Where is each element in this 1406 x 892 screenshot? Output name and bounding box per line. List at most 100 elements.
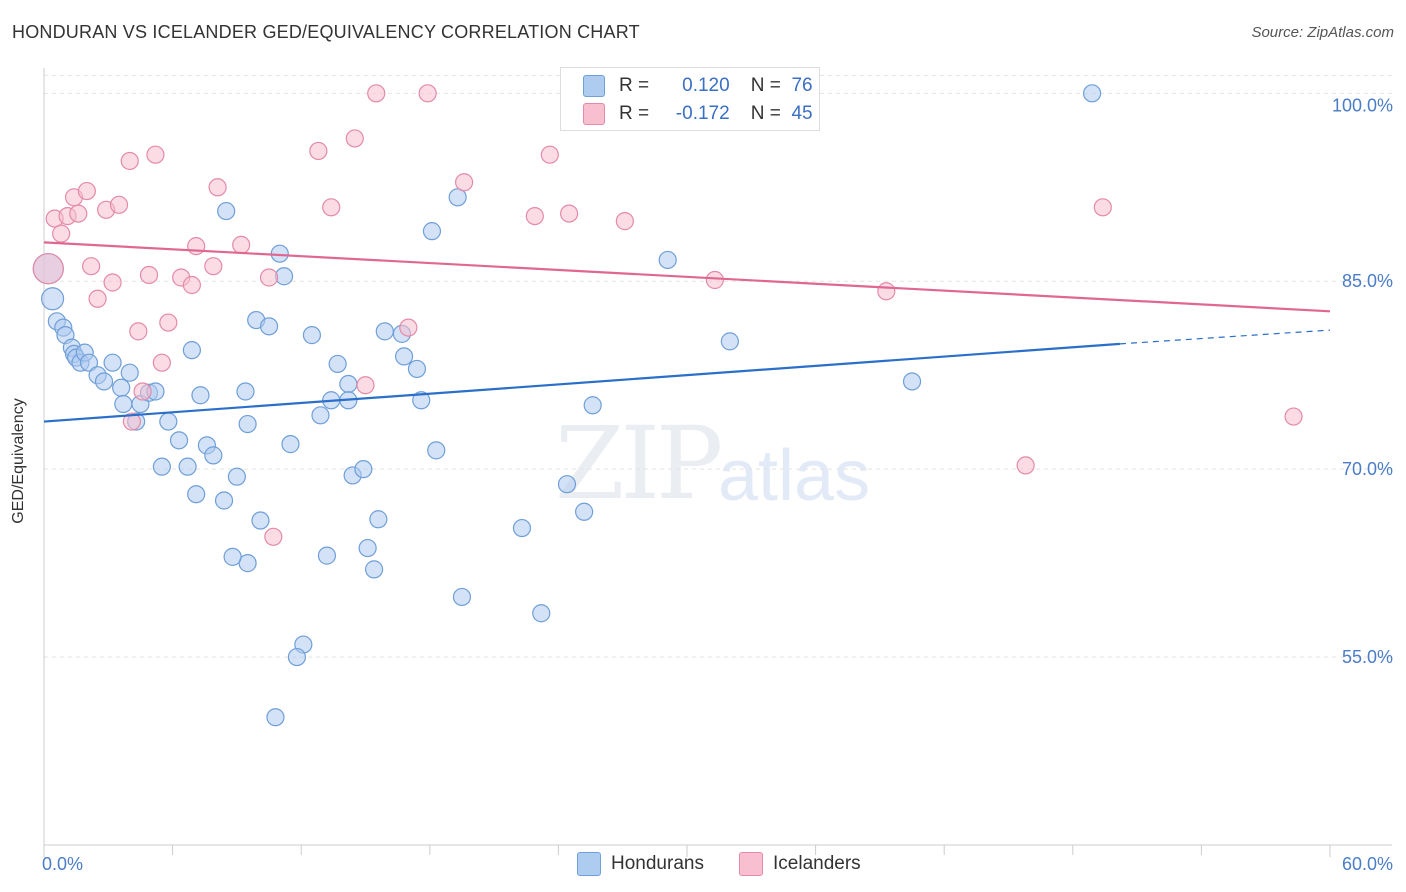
- icelander-point: [52, 224, 71, 243]
- honduran-point: [557, 475, 577, 494]
- icelander-point: [705, 270, 724, 290]
- series-label-icelanders: Icelanders: [773, 853, 861, 874]
- honduran-trend-extension: [1119, 329, 1331, 345]
- icelander-point: [525, 206, 544, 226]
- legend-row-hondurans: R = 0.120 N = 76: [583, 73, 813, 99]
- honduran-point: [159, 412, 178, 431]
- honduran-point: [583, 396, 602, 415]
- icelander-point: [146, 145, 165, 164]
- x-tick-label: 0.0%: [42, 854, 83, 874]
- honduran-point: [103, 353, 122, 372]
- honduran-point: [152, 457, 171, 476]
- x-tick-label: 60.0%: [1342, 854, 1393, 874]
- icelander-point: [120, 151, 139, 171]
- honduran-point: [358, 538, 377, 558]
- honduran-point: [1082, 84, 1102, 103]
- honduran-point: [364, 560, 384, 579]
- honduran-point: [902, 372, 922, 391]
- honduran-point: [251, 511, 270, 530]
- series-legend-hondurans: Hondurans: [577, 852, 704, 876]
- icelander-point: [129, 322, 148, 341]
- icelander-point: [204, 257, 223, 276]
- honduran-point: [448, 188, 467, 207]
- honduran-point: [407, 359, 427, 379]
- honduran-point: [178, 457, 197, 476]
- icelander-point: [182, 275, 201, 295]
- honduran-trend-line: [43, 342, 1121, 423]
- icelander-point: [540, 145, 559, 164]
- legend-r-value: 0.120: [682, 75, 730, 96]
- legend-r-label: R =: [619, 75, 650, 96]
- honduran-point: [223, 547, 242, 566]
- icelander-point: [152, 353, 171, 372]
- honduran-point: [187, 485, 206, 504]
- honduran-point: [182, 341, 201, 360]
- icelander-point: [122, 412, 141, 431]
- honduran-point: [112, 378, 131, 397]
- icelander-point: [103, 273, 122, 292]
- icelander-point: [560, 204, 579, 223]
- series-swatch-hondurans: [577, 852, 601, 876]
- series-legend-icelanders: Icelanders: [739, 852, 861, 876]
- honduran-point: [40, 287, 65, 311]
- honduran-point: [302, 326, 322, 345]
- icelander-point: [615, 212, 634, 231]
- legend-row-icelanders: R = -0.172 N = 45: [583, 101, 813, 127]
- honduran-point: [259, 317, 279, 336]
- icelander-point: [454, 173, 474, 192]
- honduran-point: [238, 414, 257, 434]
- legend-n-label: N =: [750, 75, 781, 96]
- y-tick-label: 70.0%: [1342, 459, 1393, 479]
- honduran-point: [317, 546, 337, 565]
- honduran-point: [227, 467, 246, 486]
- legend-r-label: R =: [619, 103, 650, 124]
- icelander-point: [259, 268, 279, 287]
- legend-n-label: N =: [750, 103, 781, 124]
- honduran-point: [217, 201, 236, 221]
- honduran-point: [287, 647, 307, 667]
- icelander-point: [208, 178, 227, 197]
- honduran-point: [94, 372, 114, 391]
- honduran-point: [114, 394, 133, 414]
- honduran-point: [512, 518, 532, 538]
- honduran-point: [354, 460, 373, 479]
- watermark-zip: ZIP: [555, 405, 723, 522]
- honduran-point: [281, 435, 300, 454]
- honduran-point: [191, 386, 210, 405]
- icelander-point: [367, 84, 386, 103]
- legend-swatch-hondurans: [583, 75, 605, 97]
- stats-legend: R = 0.120 N = 76 R = -0.172 N = 45: [560, 67, 820, 131]
- icelander-point: [399, 318, 418, 337]
- honduran-point: [311, 406, 330, 425]
- legend-swatch-icelanders: [583, 103, 605, 125]
- honduran-point: [169, 431, 189, 450]
- icelander-point: [187, 237, 206, 256]
- icelander-point: [309, 141, 328, 161]
- y-tick-label: 85.0%: [1342, 271, 1393, 291]
- legend-n-value: 45: [791, 103, 813, 124]
- icelander-point: [69, 204, 88, 223]
- honduran-point: [120, 363, 139, 382]
- honduran-point: [452, 587, 472, 607]
- honduran-point: [532, 604, 551, 623]
- honduran-point: [328, 354, 347, 374]
- icelander-point: [345, 129, 364, 148]
- honduran-point: [394, 347, 414, 366]
- icelander-point: [139, 265, 159, 285]
- icelander-point: [1093, 198, 1112, 217]
- honduran-point: [720, 332, 739, 351]
- chart-source: Source: ZipAtlas.com: [1251, 24, 1394, 41]
- icelander-point: [1016, 456, 1035, 475]
- honduran-point: [575, 502, 594, 521]
- legend-n-value: 76: [791, 75, 813, 96]
- series-swatch-icelanders: [739, 852, 763, 876]
- honduran-point: [422, 222, 442, 241]
- icelander-point: [1284, 407, 1303, 426]
- icelander-point: [232, 235, 251, 255]
- honduran-point: [412, 391, 431, 410]
- honduran-point: [236, 382, 255, 401]
- honduran-point: [204, 446, 223, 465]
- icelander-trend-line: [43, 241, 1331, 313]
- icelander-point: [32, 253, 64, 285]
